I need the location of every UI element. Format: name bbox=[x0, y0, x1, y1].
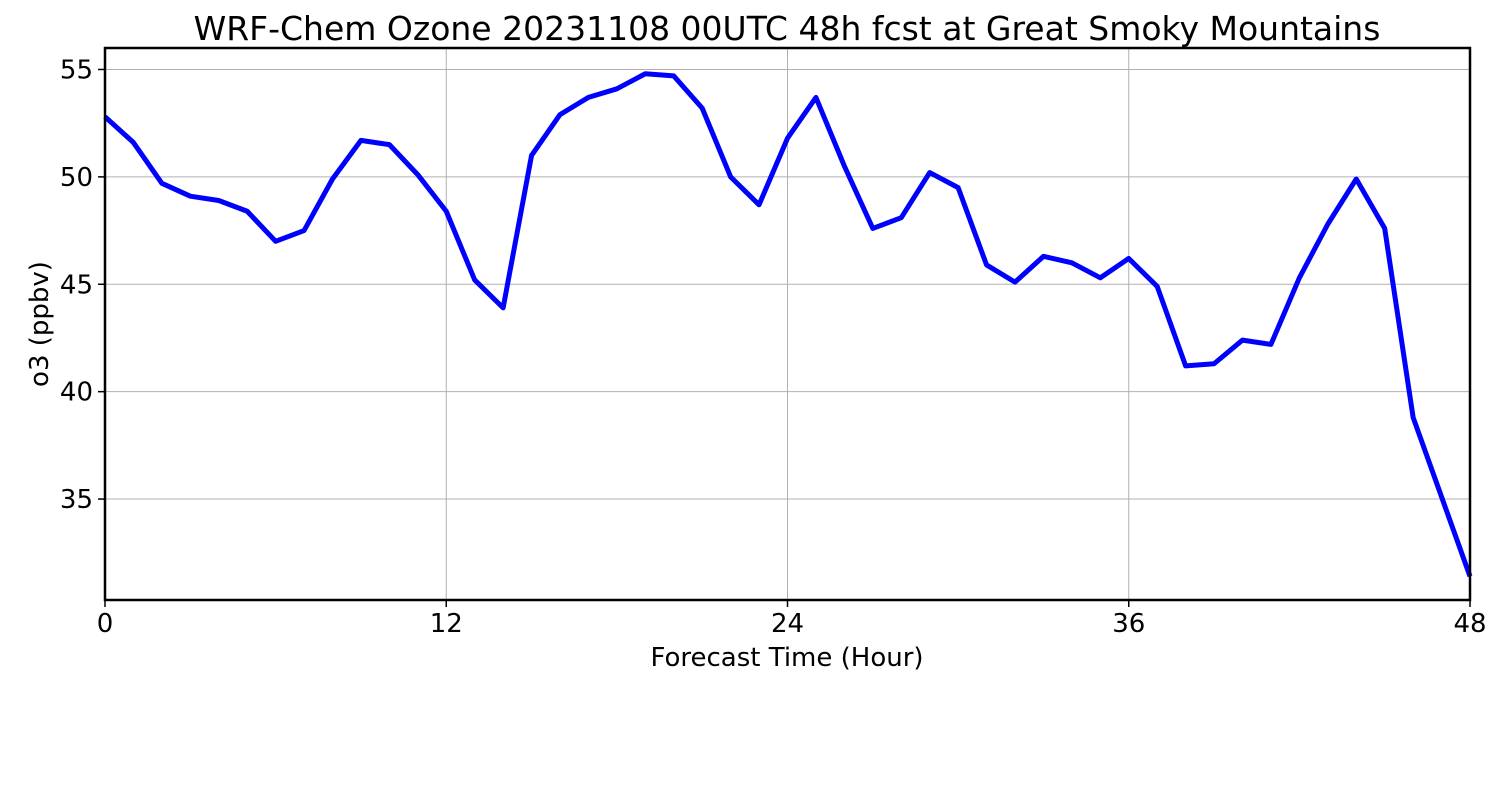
x-tick-label: 24 bbox=[771, 609, 804, 639]
y-axis-label: o3 (ppbv) bbox=[25, 261, 55, 387]
y-tick-label: 45 bbox=[60, 270, 93, 300]
x-tick-label: 36 bbox=[1112, 609, 1145, 639]
x-tick-label: 48 bbox=[1453, 609, 1486, 639]
y-tick-label: 50 bbox=[60, 163, 93, 193]
y-tick-label: 55 bbox=[60, 55, 93, 85]
x-tick-label: 0 bbox=[97, 609, 114, 639]
grid-lines bbox=[105, 48, 1470, 600]
axis-ticks: 0 12 24 36 48 35 40 45 50 55 bbox=[60, 55, 1487, 639]
x-axis-label: Forecast Time (Hour) bbox=[650, 643, 923, 673]
y-tick-label: 35 bbox=[60, 485, 93, 515]
y-tick-label: 40 bbox=[60, 378, 93, 408]
x-tick-label: 12 bbox=[430, 609, 463, 639]
chart-title: WRF-Chem Ozone 20231108 00UTC 48h fcst a… bbox=[194, 9, 1381, 48]
